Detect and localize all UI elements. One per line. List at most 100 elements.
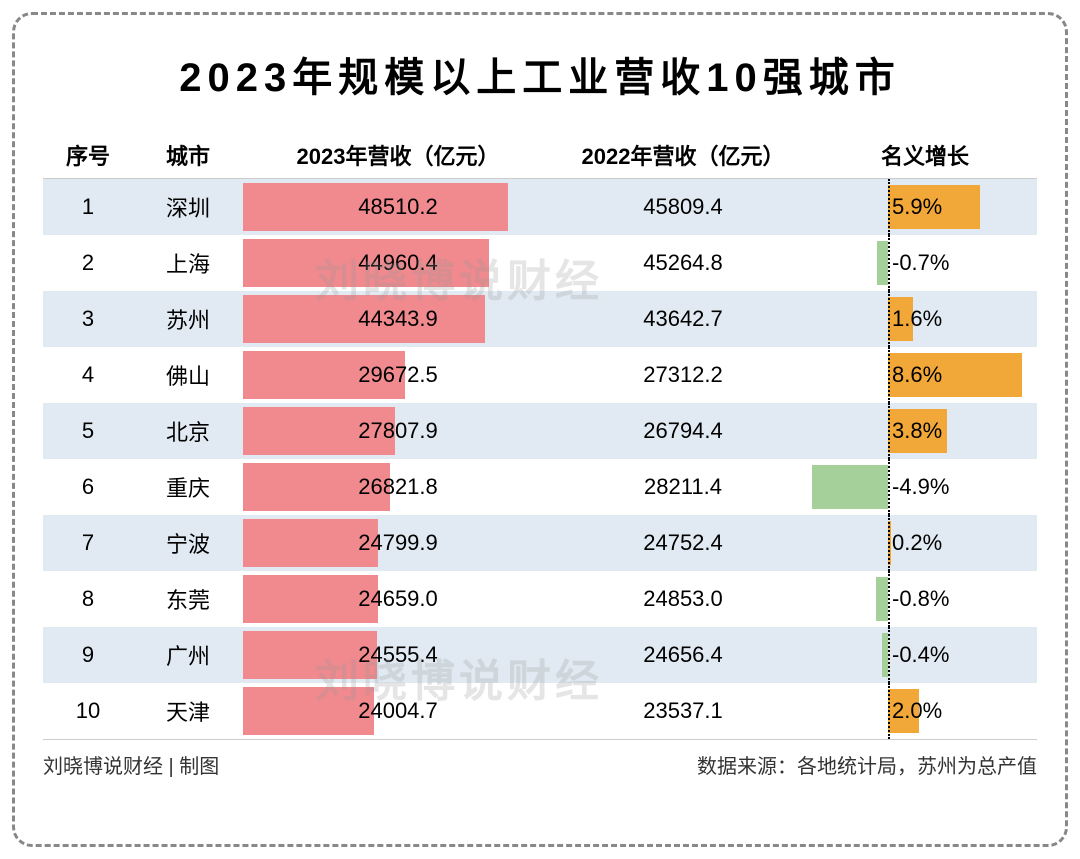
- cell-rev2022: 45264.8: [553, 250, 813, 276]
- value-rev2023: 24555.4: [243, 627, 553, 683]
- cell-rev2023: 26821.8: [243, 459, 553, 515]
- cell-growth: -4.9%: [813, 459, 1037, 515]
- cell-rev2022: 28211.4: [553, 474, 813, 500]
- cell-rev2022: 23537.1: [553, 698, 813, 724]
- growth-axis: [888, 571, 890, 627]
- cell-rev2022: 43642.7: [553, 306, 813, 332]
- header-city: 城市: [133, 139, 243, 171]
- header-rank: 序号: [43, 139, 133, 171]
- footer: 刘晓博说财经 | 制图 数据来源：各地统计局，苏州为总产值: [43, 740, 1037, 779]
- growth-axis: [888, 403, 890, 459]
- cell-growth: -0.7%: [813, 235, 1037, 291]
- cell-rev2022: 24656.4: [553, 642, 813, 668]
- growth-axis: [888, 459, 890, 515]
- growth-label: 1.6%: [892, 306, 942, 332]
- cell-rev2023: 24004.7: [243, 683, 553, 739]
- table-row: 3苏州44343.943642.7 1.6%: [43, 291, 1037, 347]
- value-rev2023: 24659.0: [243, 571, 553, 627]
- cell-growth: 1.6%: [813, 291, 1037, 347]
- cell-rev2023: 24659.0: [243, 571, 553, 627]
- value-rev2023: 24004.7: [243, 683, 553, 739]
- cell-city: 东莞: [133, 583, 243, 615]
- cell-rev2023: 44960.4: [243, 235, 553, 291]
- cell-rev2022: 24853.0: [553, 586, 813, 612]
- chart-title: 2023年规模以上工业营收10强城市: [43, 45, 1037, 103]
- growth-label: -0.8%: [892, 586, 949, 612]
- cell-growth: 5.9%: [813, 179, 1037, 235]
- cell-growth: -0.8%: [813, 571, 1037, 627]
- cell-city: 宁波: [133, 527, 243, 559]
- cell-rank: 5: [43, 418, 133, 444]
- value-rev2023: 48510.2: [243, 179, 553, 235]
- footer-source: 数据来源：各地统计局，苏州为总产值: [697, 750, 1037, 779]
- table-row: 9广州24555.424656.4 -0.4%: [43, 627, 1037, 683]
- header-growth: 名义增长: [813, 131, 1037, 178]
- value-rev2023: 44960.4: [243, 235, 553, 291]
- value-rev2023: 27807.9: [243, 403, 553, 459]
- table-bottom-border: [43, 739, 1037, 740]
- cell-rank: 4: [43, 362, 133, 388]
- cell-rev2023: 24799.9: [243, 515, 553, 571]
- value-rev2023: 29672.5: [243, 347, 553, 403]
- cell-rev2022: 26794.4: [553, 418, 813, 444]
- growth-label: -4.9%: [892, 474, 949, 500]
- cell-city: 广州: [133, 639, 243, 671]
- table-row: 5北京27807.926794.4 3.8%: [43, 403, 1037, 459]
- growth-label: 5.9%: [892, 194, 942, 220]
- table-row: 6重庆26821.828211.4 -4.9%: [43, 459, 1037, 515]
- growth-label: 2.0%: [892, 698, 942, 724]
- growth-label: 3.8%: [892, 418, 942, 444]
- cell-rev2023: 27807.9: [243, 403, 553, 459]
- table-row: 8东莞24659.024853.0 -0.8%: [43, 571, 1037, 627]
- table-row: 1深圳48510.245809.4 5.9%: [43, 179, 1037, 235]
- table-row: 4佛山29672.527312.2 8.6%: [43, 347, 1037, 403]
- cell-growth: 3.8%: [813, 403, 1037, 459]
- cell-growth: 0.2%: [813, 515, 1037, 571]
- value-rev2023: 44343.9: [243, 291, 553, 347]
- table-row: 7宁波24799.924752.4 0.2%: [43, 515, 1037, 571]
- cell-rev2022: 27312.2: [553, 362, 813, 388]
- cell-rank: 1: [43, 194, 133, 220]
- cell-city: 北京: [133, 415, 243, 447]
- growth-label: 0.2%: [892, 530, 942, 556]
- value-rev2023: 26821.8: [243, 459, 553, 515]
- cell-city: 苏州: [133, 303, 243, 335]
- cell-rank: 8: [43, 586, 133, 612]
- cell-rev2022: 24752.4: [553, 530, 813, 556]
- growth-axis: [888, 515, 890, 571]
- cell-rank: 2: [43, 250, 133, 276]
- cell-growth: -0.4%: [813, 627, 1037, 683]
- header-rev2022: 2022年营收（亿元）: [553, 139, 813, 171]
- cell-rev2023: 48510.2: [243, 179, 553, 235]
- growth-label: 8.6%: [892, 362, 942, 388]
- cell-rev2023: 44343.9: [243, 291, 553, 347]
- cell-city: 天津: [133, 695, 243, 727]
- growth-axis: [888, 683, 890, 739]
- cell-rev2022: 45809.4: [553, 194, 813, 220]
- cell-rev2023: 29672.5: [243, 347, 553, 403]
- growth-bar: [877, 241, 888, 285]
- cell-rank: 9: [43, 642, 133, 668]
- cell-city: 佛山: [133, 359, 243, 391]
- cell-growth: 8.6%: [813, 347, 1037, 403]
- growth-axis: [888, 627, 890, 683]
- growth-bar: [876, 577, 888, 621]
- cell-city: 重庆: [133, 471, 243, 503]
- header-rev2023: 2023年营收（亿元）: [243, 139, 553, 171]
- growth-axis: [888, 291, 890, 347]
- cell-rank: 3: [43, 306, 133, 332]
- growth-label: -0.4%: [892, 642, 949, 668]
- cell-rank: 6: [43, 474, 133, 500]
- cell-growth: 2.0%: [813, 683, 1037, 739]
- growth-axis: [888, 235, 890, 291]
- table-row: 10天津24004.723537.1 2.0%: [43, 683, 1037, 739]
- cell-city: 上海: [133, 247, 243, 279]
- cell-rev2023: 24555.4: [243, 627, 553, 683]
- growth-label: -0.7%: [892, 250, 949, 276]
- cell-rank: 7: [43, 530, 133, 556]
- cell-rank: 10: [43, 698, 133, 724]
- table-header: 序号 城市 2023年营收（亿元） 2022年营收（亿元） 名义增长: [43, 131, 1037, 179]
- dashed-frame: 2023年规模以上工业营收10强城市 刘晓博说财经 刘晓博说财经 序号 城市 2…: [12, 12, 1068, 847]
- cell-city: 深圳: [133, 191, 243, 223]
- growth-axis: [888, 179, 890, 235]
